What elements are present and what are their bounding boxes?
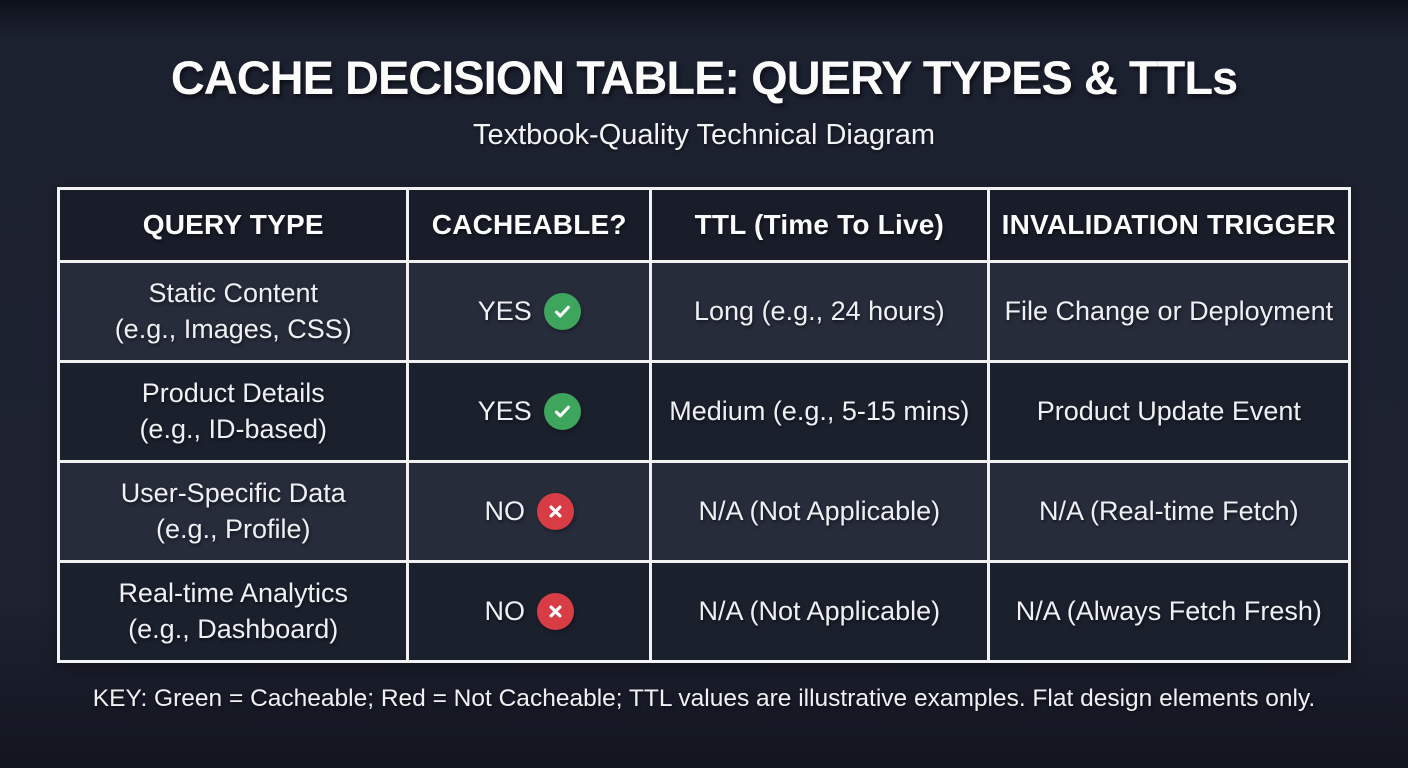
- query-type-line: Product Details: [141, 378, 325, 409]
- column-header-ttl: TTL (Time To Live): [652, 190, 987, 260]
- cacheable-label: NO: [484, 495, 526, 526]
- query-type-line: (e.g., Profile): [155, 513, 311, 544]
- cell-cacheable: NO: [409, 563, 650, 660]
- legend-key: KEY: Green = Cacheable; Red = Not Cachea…: [92, 685, 1316, 712]
- cell-ttl: N/A (Not Applicable): [652, 563, 987, 660]
- cacheable-status: NO: [484, 493, 574, 530]
- cell-query-type: User-Specific Data (e.g., Profile): [60, 463, 407, 560]
- cell-invalidation-trigger: Product Update Event: [989, 363, 1348, 460]
- cacheable-label: YES: [477, 295, 532, 326]
- page-subtitle: Textbook-Quality Technical Diagram: [472, 119, 936, 151]
- column-header-query-type: QUERY TYPE: [60, 190, 407, 260]
- cell-query-type: Static Content (e.g., Images, CSS): [60, 263, 407, 360]
- cell-cacheable: NO: [409, 463, 650, 560]
- cell-invalidation-trigger: N/A (Always Fetch Fresh): [989, 563, 1348, 660]
- query-type-line: (e.g., Dashboard): [128, 613, 339, 644]
- query-type-line: (e.g., ID-based): [139, 413, 328, 444]
- cell-invalidation-trigger: N/A (Real-time Fetch): [989, 463, 1348, 560]
- query-type-line: Static Content: [148, 278, 319, 309]
- cell-invalidation-trigger: File Change or Deployment: [989, 263, 1348, 360]
- column-header-invalidation-trigger: INVALIDATION TRIGGER: [989, 190, 1348, 260]
- check-circle-icon: [543, 393, 581, 430]
- x-circle-icon: [537, 493, 574, 530]
- query-type-line: User-Specific Data: [120, 478, 346, 509]
- cacheable-status: NO: [484, 593, 574, 630]
- cell-ttl: N/A (Not Applicable): [652, 463, 987, 560]
- cell-cacheable: YES: [409, 363, 650, 460]
- query-type-line: (e.g., Images, CSS): [114, 313, 352, 344]
- cell-query-type: Real-time Analytics (e.g., Dashboard): [60, 563, 407, 660]
- cache-decision-table: QUERY TYPE CACHEABLE? TTL (Time To Live)…: [57, 187, 1351, 663]
- check-circle-icon: [543, 293, 581, 330]
- cacheable-status: YES: [478, 293, 581, 330]
- cell-ttl: Long (e.g., 24 hours): [652, 263, 987, 360]
- cacheable-status: YES: [478, 393, 581, 430]
- cell-ttl: Medium (e.g., 5-15 mins): [652, 363, 987, 460]
- query-type-line: Real-time Analytics: [118, 578, 349, 609]
- cell-cacheable: YES: [409, 263, 650, 360]
- cacheable-label: NO: [484, 595, 526, 626]
- x-circle-icon: [537, 593, 574, 630]
- column-header-cacheable: CACHEABLE?: [409, 190, 650, 260]
- cell-query-type: Product Details (e.g., ID-based): [60, 363, 407, 460]
- cacheable-label: YES: [477, 395, 532, 426]
- page-title: CACHE DECISION TABLE: QUERY TYPES & TTLs: [170, 51, 1238, 104]
